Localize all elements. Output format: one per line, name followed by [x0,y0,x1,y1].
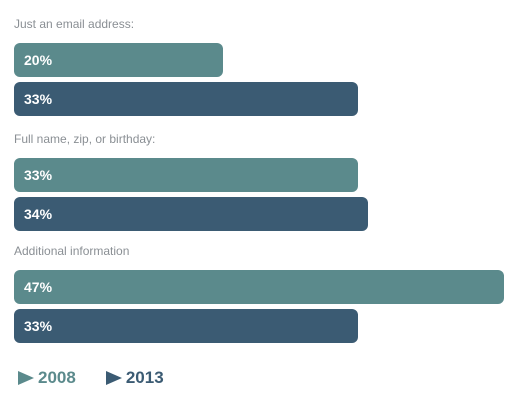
bar-2008-0: 20% [14,43,223,77]
data-label: 20% [24,52,53,68]
data-label: 47% [24,279,53,295]
legend-item-2008: 2008 [18,368,76,388]
category-label: Just an email address: [14,17,135,31]
legend-label: 2013 [125,368,164,387]
bar-2008-1: 33% [14,158,358,192]
data-label: 33% [24,167,53,183]
legend-item-2013: 2013 [105,368,164,388]
bar-2013-1: 34% [14,197,368,231]
data-label: 33% [24,318,53,334]
data-label: 33% [24,91,53,107]
triangle-right-icon [18,371,34,385]
category-label: Additional information [14,244,130,258]
bar-2008-2: 47% [14,270,504,304]
bar-2013-2: 33% [14,309,358,343]
data-label: 34% [24,206,53,222]
chart-legend: 2008 2013 [18,368,164,388]
legend-label: 2008 [38,368,76,387]
bar-2013-0: 33% [14,82,358,116]
category-label: Full name, zip, or birthday: [14,132,156,146]
triangle-right-icon [105,371,122,385]
